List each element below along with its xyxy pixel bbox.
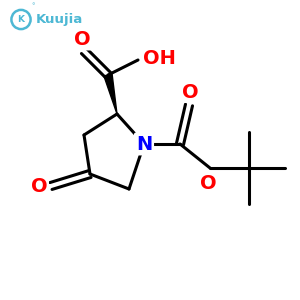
Text: O: O — [182, 83, 199, 102]
Text: N: N — [136, 134, 152, 154]
Text: O: O — [32, 176, 48, 196]
Text: K: K — [17, 15, 25, 24]
Text: Kuujia: Kuujia — [36, 13, 83, 26]
Text: O: O — [200, 174, 217, 193]
Text: O: O — [74, 31, 91, 50]
Text: °: ° — [31, 3, 35, 9]
Text: OH: OH — [142, 49, 176, 68]
Polygon shape — [104, 74, 117, 114]
